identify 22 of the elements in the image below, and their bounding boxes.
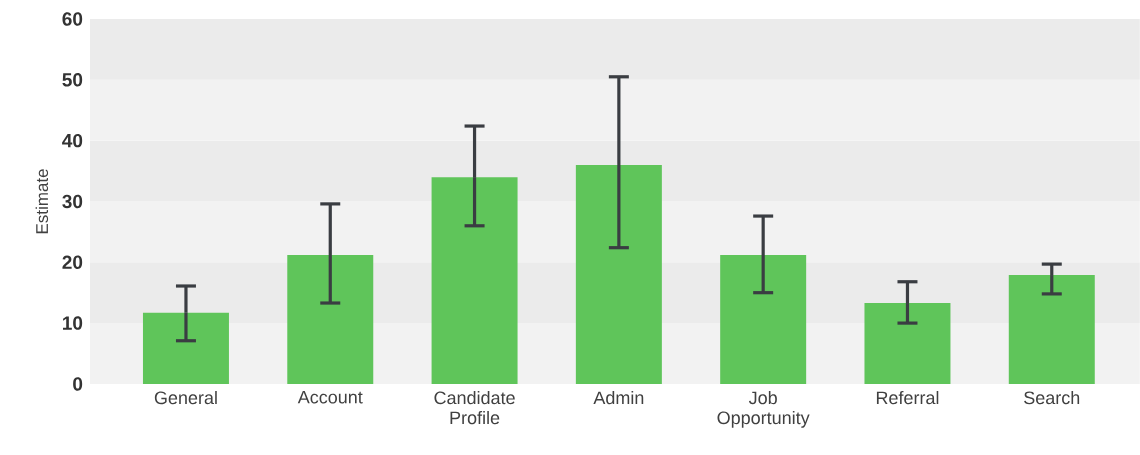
x-tick-label: Account	[297, 391, 363, 404]
x-tick-label: Admin	[593, 391, 644, 405]
y-tick-label: 10	[63, 316, 83, 330]
y-tick-label: 60	[62, 12, 83, 26]
y-tick-label: 20	[62, 255, 83, 270]
y-axis-title: Estimate	[35, 169, 49, 234]
bar	[142, 312, 229, 384]
bar	[575, 165, 662, 384]
x-tick-label: Search	[1024, 391, 1080, 405]
bar	[431, 177, 518, 384]
x-tick-label: Job Opportunity	[717, 391, 810, 428]
bar	[1008, 275, 1095, 384]
x-tick-label: General	[154, 391, 217, 405]
bar	[864, 303, 951, 384]
bar	[720, 255, 807, 384]
y-tick-label: 30	[62, 194, 83, 209]
x-tick-label: Candidate Profile	[434, 391, 515, 425]
y-tick-label: 50	[62, 73, 83, 87]
y-tick-label: 40	[62, 133, 83, 148]
y-tick-label: 0	[73, 377, 83, 391]
bar	[287, 255, 374, 384]
x-tick-label: Referral	[876, 391, 939, 405]
